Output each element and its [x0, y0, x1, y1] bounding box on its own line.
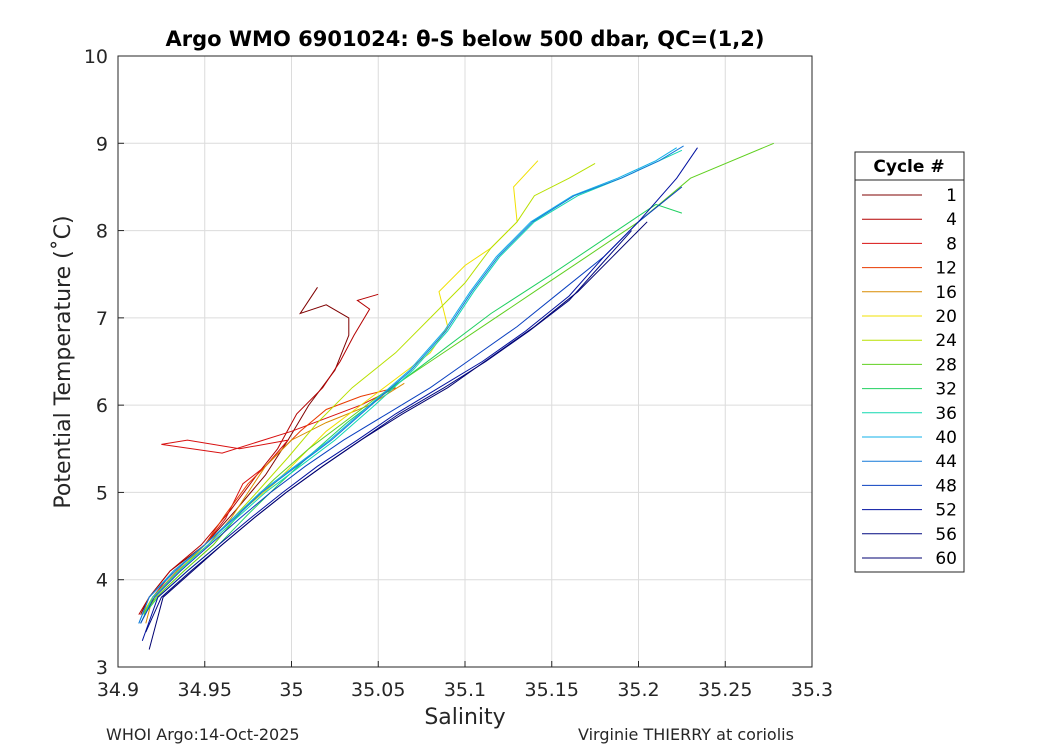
series-line-cycle-52	[141, 147, 698, 641]
series-line-cycle-16	[145, 382, 405, 624]
x-tick-label: 35.15	[525, 679, 579, 701]
y-tick-label: 8	[96, 221, 108, 243]
legend-entry-label: 20	[935, 307, 957, 327]
legend-box	[854, 151, 965, 573]
y-tick-label: 5	[96, 482, 108, 504]
legend-entry-label: 28	[935, 355, 957, 375]
x-tick-label: 35.3	[791, 679, 833, 701]
x-tick-label: 35.25	[698, 679, 752, 701]
legend-entry-label: 40	[935, 428, 957, 448]
series-line-cycle-4	[138, 293, 379, 615]
x-tick-label: 35	[279, 679, 303, 701]
x-tick-label: 35.1	[444, 679, 486, 701]
legend-entry-label: 60	[935, 549, 957, 569]
series-line-cycle-48	[140, 186, 683, 624]
footer-source: WHOI Argo:14-Oct-2025	[106, 725, 300, 744]
x-tick-label: 35.05	[351, 679, 405, 701]
footer-author: Virginie THIERRY at coriolis	[578, 725, 794, 744]
legend-entry-label: 48	[935, 476, 957, 496]
legend-entry-label: 52	[935, 501, 957, 521]
y-tick-label: 6	[96, 395, 108, 417]
legend-title: Cycle #	[873, 157, 944, 177]
legend-entry-label: 24	[935, 331, 957, 351]
series-line-cycle-60	[148, 221, 648, 650]
legend-entry-label: 8	[946, 234, 957, 254]
legend-entry-label: 16	[935, 283, 957, 303]
y-tick-label: 9	[96, 133, 108, 155]
series-line-cycle-28	[141, 142, 774, 615]
x-tick-label: 34.95	[178, 679, 232, 701]
series-line-cycle-44	[138, 145, 684, 624]
legend-entry-label: 4	[946, 210, 957, 230]
series-line-cycle-24	[141, 162, 596, 615]
legend-entry-label: 1	[946, 186, 957, 206]
series-line-cycle-36	[140, 149, 683, 624]
y-tick-label: 4	[96, 570, 108, 592]
y-axis-label: Potential Temperature (˚C)	[51, 215, 76, 508]
legend-entry-label: 12	[935, 259, 957, 279]
legend-entry-label: 36	[935, 404, 957, 424]
x-axis-label: Salinity	[424, 705, 505, 730]
x-tick-label: 34.9	[97, 679, 139, 701]
y-tick-label: 10	[84, 46, 108, 68]
ticks: 34.9 34.95 35 35.05 35.1 35.15 35.2 35.25 35.3 3 4…	[84, 46, 833, 701]
x-tick-label: 35.2	[617, 679, 659, 701]
legend-entry-label: 56	[935, 525, 957, 545]
chart-title: Argo WMO 6901024: θ-S below 500 dbar, QC…	[166, 27, 765, 51]
y-tick-label: 7	[96, 308, 108, 330]
series-group	[138, 142, 774, 650]
legend-entry-label: 44	[935, 452, 957, 472]
y-tick-label: 3	[96, 657, 108, 679]
legend-entry-label: 32	[935, 380, 957, 400]
